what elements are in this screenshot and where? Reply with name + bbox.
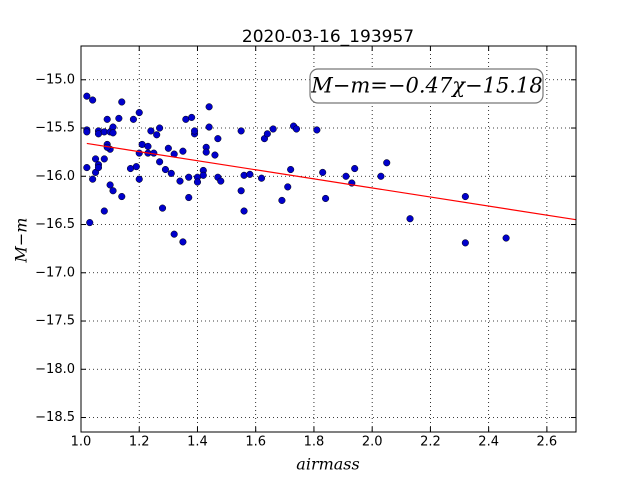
scatter-point: [237, 187, 245, 195]
scatter-point: [144, 142, 152, 150]
scatter-point: [179, 238, 187, 246]
scatter-point: [193, 178, 202, 186]
scatter-point: [202, 148, 210, 156]
scatter-point: [115, 114, 123, 122]
scatter-point: [185, 193, 193, 202]
x-tick-label: 1.8: [304, 435, 325, 450]
scatter-point: [83, 92, 91, 100]
scatter-point: [89, 96, 97, 104]
scatter-point: [322, 194, 330, 203]
scatter-point: [156, 124, 164, 132]
scatter-point: [287, 165, 295, 174]
scatter-point: [217, 177, 225, 185]
scatter-point: [461, 192, 469, 201]
scatter-point: [132, 163, 140, 171]
scatter-point: [191, 127, 199, 135]
scatter-point: [135, 109, 143, 117]
scatter-point: [109, 129, 117, 137]
scatter-point: [94, 164, 103, 172]
y-axis-label: M−m: [12, 218, 31, 264]
scatter-point: [153, 131, 161, 139]
scatter-point: [313, 126, 321, 134]
scatter-point: [109, 187, 117, 195]
scatter-point: [211, 151, 219, 159]
y-tick-label: −18.5: [35, 410, 75, 425]
x-tick-label: 1.4: [187, 435, 208, 450]
x-tick-label: 1.2: [129, 435, 150, 450]
scatter-point: [100, 155, 108, 163]
scatter-point: [176, 177, 184, 185]
scatter-point: [292, 125, 301, 133]
scatter-point: [351, 165, 359, 173]
y-tick-label: −16.5: [35, 217, 75, 232]
scatter-point: [246, 170, 254, 178]
x-tick-label: 2.0: [362, 435, 383, 450]
scatter-point: [188, 113, 196, 121]
scatter-point: [377, 172, 385, 180]
y-tick-label: −17.0: [35, 265, 75, 280]
scatter-point: [263, 130, 271, 138]
y-tick-label: −17.5: [35, 314, 75, 329]
x-axis-label: airmass: [296, 455, 359, 474]
x-tick-label: 2.6: [537, 435, 558, 450]
scatter-point: [205, 123, 213, 131]
scatter-point: [257, 174, 266, 182]
scatter-point: [383, 159, 391, 167]
y-tick-label: −18.0: [35, 362, 75, 377]
scatter-point: [158, 204, 167, 212]
annotation-box: [309, 68, 544, 104]
scatter-point: [118, 98, 126, 106]
scatter-point: [185, 173, 193, 181]
scatter-point: [342, 172, 350, 180]
scatter-point: [135, 175, 143, 183]
scatter-point: [502, 234, 510, 242]
x-tick-label: 2.4: [478, 435, 499, 450]
scatter-point: [156, 158, 164, 166]
scatter-point: [284, 183, 292, 191]
chart-title: 2020-03-16_193957: [242, 27, 414, 47]
x-tick-label: 1.6: [245, 435, 266, 450]
scatter-point: [278, 196, 286, 204]
scatter-point: [118, 192, 126, 201]
scatter-point: [199, 171, 207, 179]
scatter-point: [406, 215, 414, 223]
scatter-point: [83, 128, 91, 136]
scatter-point: [164, 144, 172, 152]
scatter-point: [167, 169, 175, 177]
y-tick-label: −16.0: [35, 169, 75, 184]
scatter-point: [214, 135, 222, 143]
scatter-point: [319, 168, 327, 176]
scatter-point: [89, 175, 97, 183]
scatter-point: [161, 165, 169, 174]
scatter-point: [103, 115, 111, 123]
fit-line: [86, 142, 577, 221]
scatter-point: [106, 181, 114, 189]
scatter-point: [100, 207, 108, 215]
annotation: M−m=−0.47χ−15.18: [310, 74, 542, 98]
plot-frame: [80, 45, 577, 433]
scatter-point: [240, 171, 248, 179]
x-tick-label: 2.2: [420, 435, 441, 450]
scatter-point: [205, 103, 213, 111]
scatter-point: [92, 155, 100, 163]
y-tick-label: −15.5: [35, 121, 75, 136]
y-tick-label: −15.0: [35, 72, 75, 87]
scatter-point: [170, 230, 178, 238]
scatter-point: [83, 164, 91, 172]
scatter-point: [147, 127, 155, 135]
scatter-point: [461, 239, 469, 247]
scatter-point: [240, 207, 248, 215]
scatter-point: [269, 125, 277, 133]
scatter-point: [179, 147, 187, 155]
x-tick-label: 1.0: [71, 435, 92, 450]
scatter-point: [237, 127, 245, 135]
scatter-point: [129, 115, 137, 123]
scatter-point: [86, 219, 94, 227]
